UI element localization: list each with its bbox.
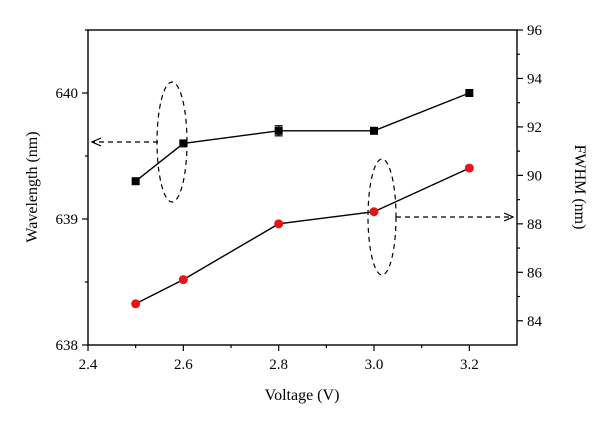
- series-1-point-0: [131, 299, 141, 309]
- x-axis-title: Voltage (V): [265, 387, 340, 404]
- right-y-tick-label-1: 86: [527, 265, 543, 281]
- x-tick-label-3: 3.0: [365, 357, 384, 373]
- x-tick-label-2: 2.8: [269, 357, 288, 373]
- right-y-tick-label-5: 94: [527, 71, 543, 87]
- right-y-axis-title: FWHM (nm): [571, 145, 588, 230]
- left-y-axis-title: Wavelength (nm): [24, 131, 41, 242]
- x-tick-label-4: 3.2: [460, 357, 479, 373]
- right-y-tick-label-0: 84: [527, 314, 543, 330]
- plot-frame: [87, 29, 518, 346]
- fwhm-ellipse: [367, 158, 397, 276]
- left-y-tick-label-2: 640: [56, 86, 79, 102]
- series-1-line: [135, 167, 470, 305]
- series-1-point-2: [274, 219, 284, 229]
- series-1-point-4: [464, 163, 474, 173]
- series-1-point-1: [178, 275, 188, 285]
- wavelength-series: [131, 89, 474, 186]
- left-y-axis-ticks: 638 639 640: [56, 29, 88, 354]
- series-0-point-3: [370, 126, 378, 135]
- series-0-point-4: [465, 89, 474, 97]
- left-y-tick-label-0: 638: [56, 338, 79, 354]
- x-tick-label-0: 2.4: [79, 357, 98, 373]
- series-0-point-0: [131, 177, 140, 186]
- series-0-point-1: [179, 139, 188, 148]
- left-y-tick-label-1: 639: [56, 212, 79, 228]
- fwhm-series: [131, 163, 474, 309]
- x-axis-ticks: 2.4 2.6 2.8 3.0 3.2: [79, 345, 479, 373]
- x-tick-label-1: 2.6: [174, 357, 193, 373]
- right-y-tick-label-3: 90: [527, 168, 542, 184]
- right-y-tick-label-6: 96: [527, 23, 543, 39]
- right-y-tick-label-2: 88: [527, 217, 542, 233]
- series-0-point-2: [274, 126, 283, 135]
- series-1-point-3: [369, 207, 379, 217]
- right-y-tick-label-4: 92: [527, 120, 542, 136]
- right-y-axis-ticks: 84 86 88 90 92 94 96: [517, 23, 543, 330]
- series-0-line: [135, 92, 470, 182]
